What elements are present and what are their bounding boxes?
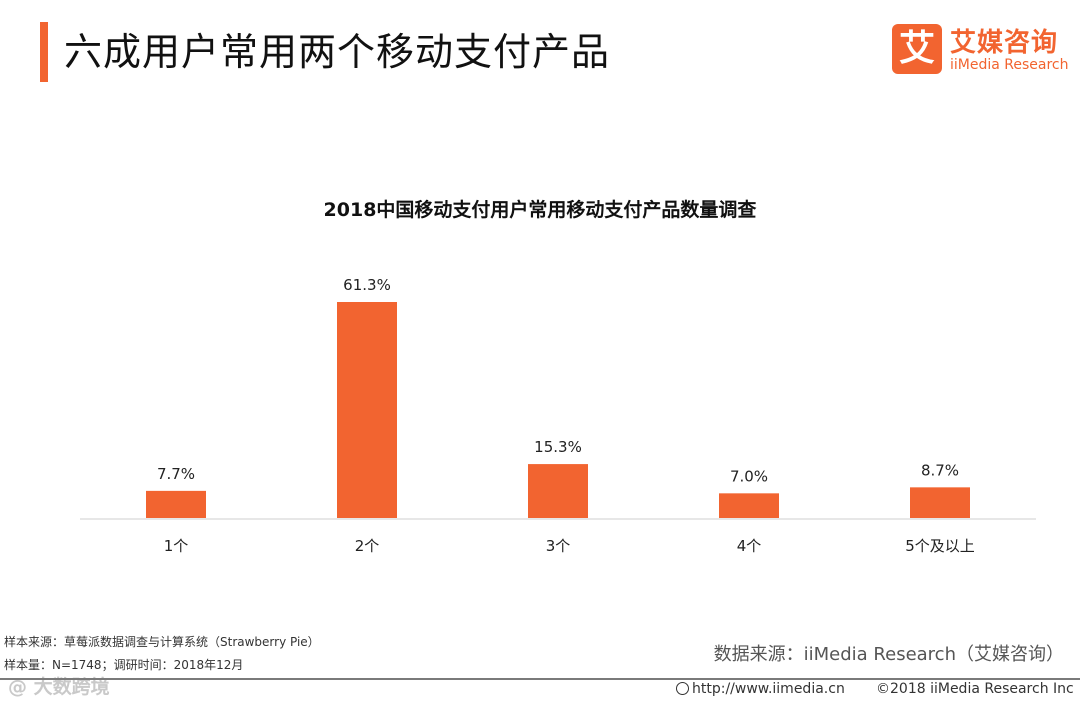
footer-copyright: ©2018 iiMedia Research Inc <box>876 681 1074 697</box>
watermark: @ 大数跨境 <box>8 676 110 698</box>
bar <box>910 487 970 518</box>
sample-source-note: 样本来源：草莓派数据调查与计算系统（Strawberry Pie） <box>4 635 320 649</box>
logo-chinese-name: 艾媒咨询 <box>950 28 1059 58</box>
globe-icon <box>676 682 689 695</box>
bar-value-label: 7.0% <box>730 467 768 485</box>
bar-value-label: 8.7% <box>921 461 959 479</box>
iimedia-logo: 艾 艾媒咨询 iiMedia Research <box>892 24 1072 76</box>
logo-mark-icon: 艾 <box>892 24 942 74</box>
bar-chart: 7.7% 1个 61.3% 2个 15.3% 3个 7.0% 4个 8.7% 5个及以上 <box>80 276 1036 555</box>
bar <box>337 302 397 518</box>
bar-value-label: 7.7% <box>157 465 195 483</box>
x-tick-label: 2个 <box>355 537 380 555</box>
bar <box>146 490 206 518</box>
x-tick-label: 3个 <box>546 537 571 555</box>
x-tick-label: 4个 <box>737 537 762 555</box>
bar-value-label: 15.3% <box>534 438 582 456</box>
bar <box>719 493 779 518</box>
footer-url: http://www.iimedia.cn <box>676 681 845 697</box>
title-accent-bar <box>40 22 48 82</box>
x-tick-label: 5个及以上 <box>905 537 975 555</box>
data-source: 数据来源：iiMedia Research（艾媒咨询） <box>713 644 1064 665</box>
bar <box>528 464 588 518</box>
footer-divider <box>0 678 1080 680</box>
page-title: 六成用户常用两个移动支付产品 <box>64 30 611 74</box>
sample-size-note: 样本量：N=1748；调研时间：2018年12月 <box>4 658 244 672</box>
chart-title: 2018中国移动支付用户常用移动支付产品数量调查 <box>323 199 757 221</box>
bar-value-label: 61.3% <box>343 276 391 294</box>
footer-url-text: http://www.iimedia.cn <box>692 681 845 697</box>
x-tick-label: 1个 <box>164 537 189 555</box>
logo-english-name: iiMedia Research <box>950 57 1069 73</box>
